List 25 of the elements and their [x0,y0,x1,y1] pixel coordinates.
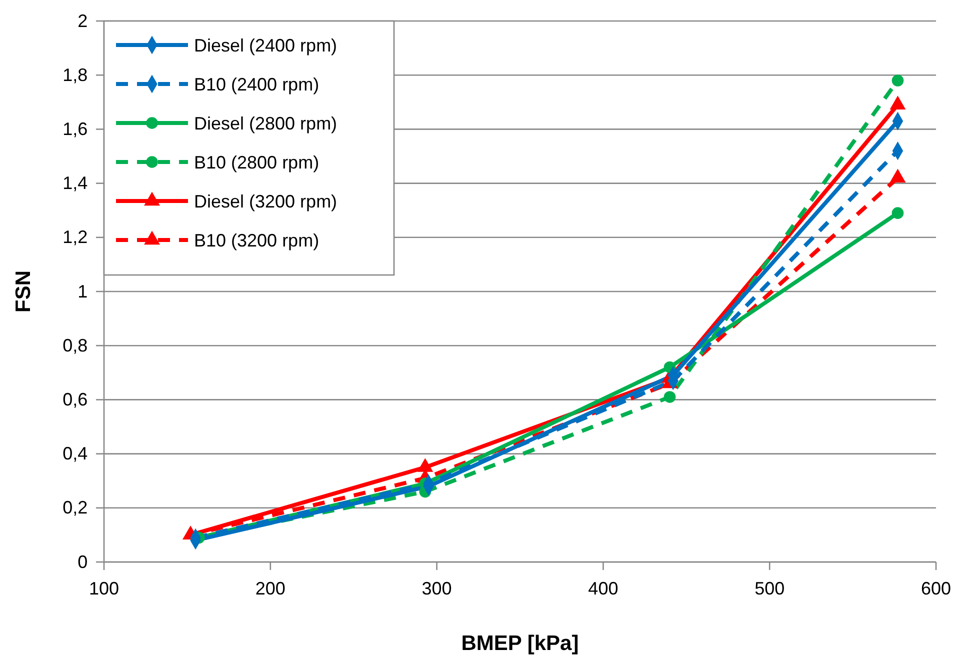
x-tick-label: 400 [588,578,618,599]
legend-label: B10 (2400 rpm) [194,74,320,94]
x-axis-title: BMEP [kPa] [461,632,579,655]
x-tick-label: 500 [754,578,785,599]
y-tick-label: 1,8 [62,64,88,85]
legend-label: B10 (2800 rpm) [194,152,320,172]
legend-label: Diesel (2400 rpm) [194,35,338,56]
y-tick-label: 2 [78,10,88,31]
y-tick-label: 1,2 [62,227,88,248]
legend-label: B10 (3200 rpm) [194,230,320,250]
legend-label: Diesel (2800 rpm) [194,113,338,134]
y-tick-label: 0,6 [62,389,88,410]
x-tick-label: 100 [88,578,120,599]
x-tick-label: 300 [422,578,452,599]
y-tick-label: 0,2 [62,498,88,518]
y-tick-label: 1 [78,281,88,302]
y-tick-label: 0 [78,552,88,572]
y-tick-label: 0,8 [62,335,88,356]
x-tick-label: 600 [920,578,952,599]
x-tick-label: 200 [255,578,286,599]
y-tick-label: 0,4 [62,444,88,464]
y-tick-label: 1,4 [62,173,88,194]
y-axis-title: FSN [12,270,35,312]
y-tick-label: 1,6 [62,118,88,139]
legend-label: Diesel (3200 rpm) [194,191,338,212]
